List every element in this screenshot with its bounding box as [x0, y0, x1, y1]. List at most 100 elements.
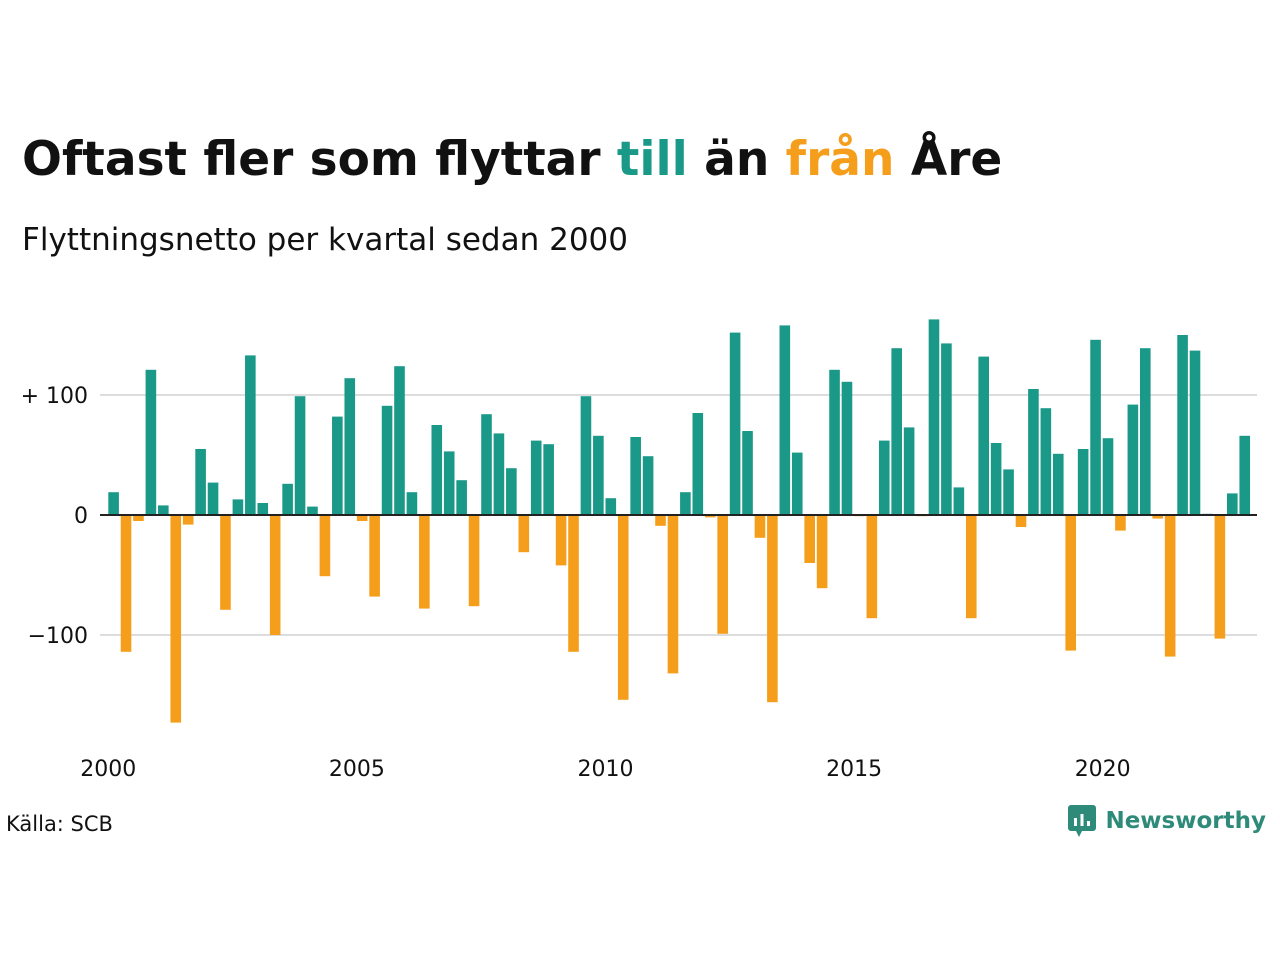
bar	[431, 425, 443, 515]
x-tick-label: 2005	[329, 757, 385, 782]
bar	[543, 444, 554, 515]
bar	[953, 487, 965, 515]
bar	[878, 440, 890, 515]
x-tick-label: 2020	[1075, 757, 1131, 782]
bar	[493, 433, 505, 515]
newsworthy-chart-bubble-icon	[1068, 805, 1097, 837]
bar	[941, 343, 952, 515]
bar	[1152, 515, 1164, 519]
bar	[245, 355, 256, 515]
bar	[1214, 515, 1226, 639]
bar	[891, 348, 902, 515]
bar	[282, 483, 293, 515]
bar	[816, 515, 828, 589]
bar	[369, 515, 380, 597]
bar	[978, 356, 989, 515]
bar	[593, 435, 604, 515]
bar	[257, 503, 269, 515]
title-part-3: Åre	[894, 132, 1003, 187]
chart-subtitle: Flyttningsnetto per kvartal sedan 2000	[22, 222, 628, 258]
bar	[1052, 453, 1064, 515]
source-note: Källa: SCB	[6, 812, 113, 836]
bar	[692, 413, 704, 515]
bar	[1227, 493, 1238, 515]
title-part-2: än	[687, 132, 786, 187]
bar	[1065, 515, 1077, 651]
bar	[406, 492, 418, 515]
bar	[742, 431, 753, 515]
bar	[1102, 438, 1114, 515]
bar	[829, 369, 840, 515]
bar	[530, 440, 542, 515]
bar	[1139, 348, 1151, 515]
y-tick-label: −100	[28, 624, 88, 649]
bar	[804, 515, 815, 563]
bar	[133, 515, 144, 521]
x-axis-tick-labels: 2000 2005 2010 2015 2020	[80, 757, 1130, 782]
bar	[605, 498, 617, 515]
bar	[332, 416, 343, 515]
bar	[518, 515, 530, 553]
bar	[506, 468, 517, 515]
bar	[108, 492, 119, 515]
bar	[1177, 335, 1188, 515]
bar	[170, 515, 182, 723]
bar	[630, 437, 641, 515]
x-tick-label: 2010	[578, 757, 634, 782]
brand-name: Newsworthy	[1105, 808, 1266, 834]
bar	[182, 515, 194, 525]
bar	[729, 332, 741, 515]
gridlines	[100, 394, 1257, 636]
bar	[145, 369, 157, 515]
bar	[580, 396, 592, 515]
bar	[1003, 469, 1014, 515]
bar	[779, 325, 791, 515]
bar	[207, 482, 219, 515]
bar	[667, 515, 679, 674]
bar	[928, 319, 940, 515]
bar	[1115, 515, 1126, 531]
bar	[419, 515, 430, 609]
bar	[555, 515, 567, 566]
bar	[294, 396, 306, 515]
bar	[655, 515, 666, 526]
bar	[1090, 339, 1101, 515]
bar	[965, 515, 977, 619]
brand-logo: Newsworthy	[1067, 804, 1266, 838]
title-word-till: till	[616, 132, 688, 187]
title-word-fran: från	[785, 132, 895, 187]
bar	[468, 515, 480, 607]
bar	[767, 515, 778, 703]
bar	[394, 366, 405, 515]
bar	[481, 414, 492, 515]
bars	[108, 319, 1251, 723]
bar	[754, 515, 766, 538]
bar	[841, 381, 853, 515]
bar	[617, 515, 629, 700]
bar	[381, 405, 393, 515]
bar	[1189, 350, 1201, 515]
bar	[269, 515, 281, 635]
x-tick-label: 2000	[80, 757, 136, 782]
bar	[717, 515, 728, 634]
bar	[990, 443, 1002, 515]
bar	[1239, 435, 1251, 515]
y-tick-label: 0	[74, 504, 88, 529]
bar	[866, 515, 878, 619]
x-tick-label: 2015	[826, 757, 882, 782]
bar	[232, 499, 244, 515]
bar	[158, 505, 169, 515]
bar	[1040, 408, 1052, 515]
bar	[1028, 389, 1039, 515]
bar	[704, 515, 716, 518]
bar	[456, 480, 467, 515]
bar	[642, 456, 654, 515]
bar	[1164, 515, 1176, 657]
bar	[344, 378, 356, 515]
bar	[903, 427, 915, 515]
bar	[568, 515, 579, 652]
y-axis-tick-labels: + 100 0 −100	[21, 384, 88, 649]
bar	[791, 452, 803, 515]
bar	[356, 515, 368, 521]
